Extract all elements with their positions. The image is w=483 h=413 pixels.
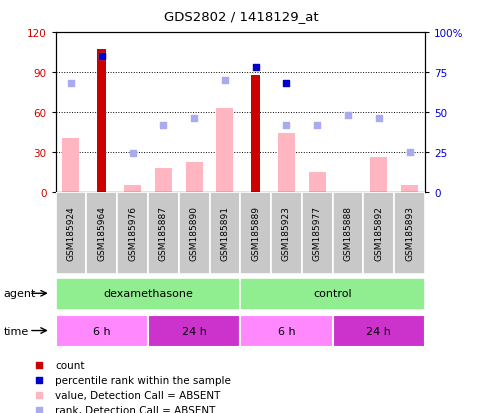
Text: GSM185889: GSM185889 (251, 206, 260, 261)
Point (67, 81, 75, 87)
Point (190, 116, 198, 122)
Point (159, 122, 167, 128)
Text: GSM185891: GSM185891 (220, 206, 229, 261)
Text: 24 h: 24 h (367, 326, 391, 336)
Point (35, 392, 43, 398)
Point (35, 407, 43, 413)
Point (221, 77, 229, 84)
Point (35, 377, 43, 383)
Text: 24 h: 24 h (182, 326, 207, 336)
Text: GSM185890: GSM185890 (190, 206, 199, 261)
Bar (240, 278, 425, 310)
Bar (240, 192, 271, 275)
Point (128, 151, 136, 157)
Bar (155, 168, 172, 192)
Point (35, 362, 43, 368)
Bar (179, 192, 210, 275)
Bar (56, 278, 241, 310)
Text: GSM185892: GSM185892 (374, 206, 384, 261)
Bar (333, 316, 425, 347)
Text: rank, Detection Call = ABSENT: rank, Detection Call = ABSENT (55, 405, 215, 413)
Point (283, 122, 290, 128)
Point (406, 149, 413, 156)
Text: GSM185893: GSM185893 (405, 206, 414, 261)
Bar (148, 316, 241, 347)
Text: GSM185976: GSM185976 (128, 206, 137, 261)
Text: agent: agent (4, 289, 36, 299)
Text: value, Detection Call = ABSENT: value, Detection Call = ABSENT (55, 390, 220, 400)
Bar (309, 172, 326, 192)
Text: GSM185964: GSM185964 (97, 206, 106, 261)
Text: time: time (4, 326, 29, 336)
Bar (62, 139, 79, 192)
Bar (333, 192, 364, 275)
Point (344, 112, 352, 119)
Bar (278, 134, 295, 192)
Text: GDS2802 / 1418129_at: GDS2802 / 1418129_at (164, 10, 319, 23)
Point (313, 122, 321, 128)
Text: control: control (313, 289, 352, 299)
Bar (302, 192, 333, 275)
Bar (97, 50, 106, 192)
Bar (251, 76, 260, 192)
Text: GSM185888: GSM185888 (343, 206, 353, 261)
Point (252, 65, 259, 71)
Text: GSM185977: GSM185977 (313, 206, 322, 261)
Bar (216, 109, 233, 192)
Bar (210, 192, 240, 275)
Point (98, 54, 106, 60)
Bar (117, 192, 148, 275)
Bar (240, 316, 333, 347)
Bar (370, 158, 387, 192)
Bar (185, 163, 202, 192)
Point (98, 54, 106, 60)
Bar (56, 192, 86, 275)
Text: 6 h: 6 h (278, 326, 295, 336)
Text: dexamethasone: dexamethasone (103, 289, 193, 299)
Text: 6 h: 6 h (93, 326, 111, 336)
Bar (394, 192, 425, 275)
Text: GSM185923: GSM185923 (282, 206, 291, 261)
Point (375, 116, 383, 122)
Bar (364, 192, 394, 275)
Bar (86, 192, 117, 275)
Bar (271, 192, 302, 275)
Bar (401, 185, 418, 192)
Bar (148, 192, 179, 275)
Point (283, 81, 290, 87)
Text: percentile rank within the sample: percentile rank within the sample (55, 375, 231, 385)
Text: count: count (55, 360, 85, 370)
Text: GSM185887: GSM185887 (159, 206, 168, 261)
Bar (56, 316, 148, 347)
Bar (124, 185, 141, 192)
Text: GSM185924: GSM185924 (67, 206, 75, 261)
